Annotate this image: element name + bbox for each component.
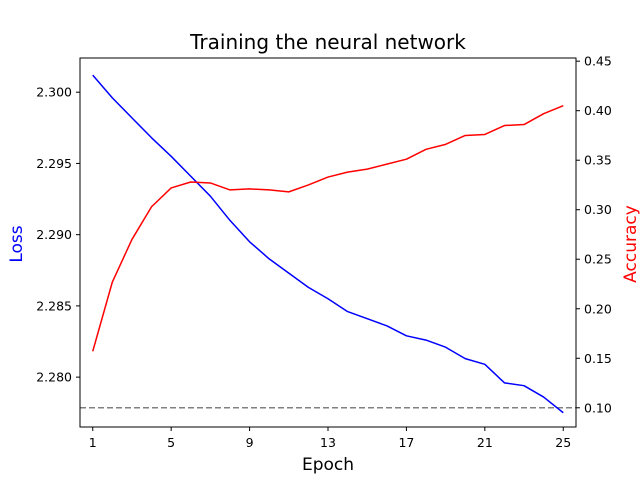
x-tick-label: 21	[477, 435, 493, 450]
x-axis-ticks: 1 5 9 13 17 21 25	[89, 427, 571, 450]
x-tick-label: 9	[246, 435, 254, 450]
plot-frame	[79, 57, 577, 428]
x-axis-label: Epoch	[302, 455, 354, 475]
x-tick-label: 25	[555, 435, 571, 450]
right-tick-label: 0.40	[584, 103, 612, 118]
accuracy-series-line	[92, 105, 564, 352]
right-axis-ticks: 0.10 0.15 0.20 0.25 0.30 0.35 0.40 0.45	[576, 54, 612, 415]
chart-title: Training the neural network	[189, 30, 466, 54]
x-tick-label: 1	[89, 435, 97, 450]
right-tick-label: 0.15	[584, 351, 612, 366]
left-axis-ticks: 2.280 2.285 2.290 2.295 2.300	[36, 85, 80, 385]
loss-series-line	[92, 74, 564, 414]
x-tick-label: 5	[167, 435, 175, 450]
right-axis-label: Accuracy	[621, 205, 640, 283]
left-tick-label: 2.285	[36, 298, 72, 313]
right-tick-label: 0.10	[584, 400, 612, 415]
x-tick-label: 13	[320, 435, 336, 450]
left-tick-label: 2.295	[36, 156, 72, 171]
plot-area	[79, 57, 577, 428]
right-tick-label: 0.20	[584, 301, 612, 316]
left-tick-label: 2.290	[36, 227, 72, 242]
right-tick-label: 0.30	[584, 202, 612, 217]
left-tick-label: 2.280	[36, 370, 72, 385]
left-axis-label: Loss	[7, 225, 27, 262]
right-tick-label: 0.45	[584, 54, 612, 69]
left-tick-label: 2.300	[36, 85, 72, 100]
right-tick-label: 0.35	[584, 153, 612, 168]
x-tick-label: 17	[398, 435, 414, 450]
right-tick-label: 0.25	[584, 252, 612, 267]
